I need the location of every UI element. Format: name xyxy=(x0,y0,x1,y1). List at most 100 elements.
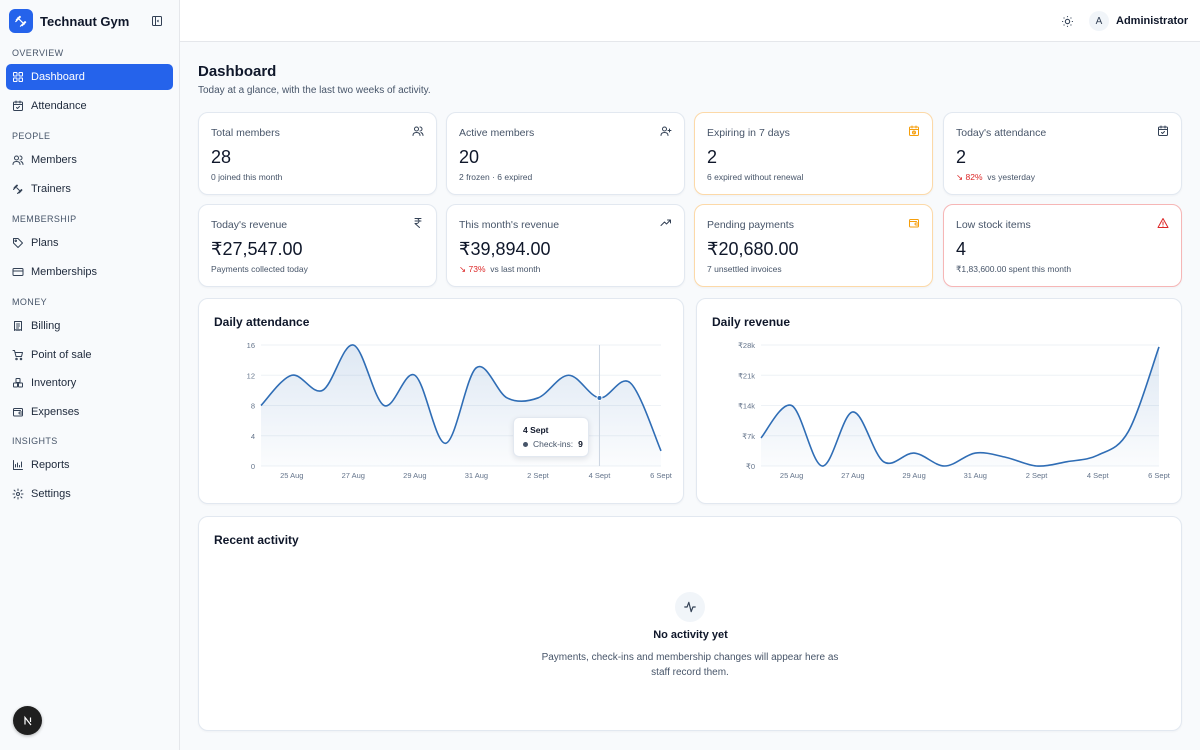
users-icon xyxy=(12,154,24,166)
sidebar-item-label: Trainers xyxy=(31,182,71,195)
stat-card-pending-payments[interactable]: Pending payments ₹20,680.00 7 unsettled in… xyxy=(694,204,933,287)
sidebar-item-attendance[interactable]: Attendance xyxy=(6,93,173,119)
stat-label: Pending payments xyxy=(707,219,794,231)
y-tick-label: 12 xyxy=(247,371,255,380)
brand[interactable]: Technaut Gym xyxy=(0,0,179,42)
sidebar-item-label: Expenses xyxy=(31,405,80,418)
sidebar-item-trainers[interactable]: Trainers xyxy=(6,176,173,202)
stat-subtext: vs last month xyxy=(490,264,541,274)
nav-section-title: OVERVIEW xyxy=(12,48,64,58)
hover-point xyxy=(596,394,603,401)
sidebar-toggle-icon[interactable] xyxy=(150,14,164,28)
sidebar-item-dashboard[interactable]: Dashboard xyxy=(6,64,173,90)
stat-value: 20 xyxy=(459,147,480,167)
dumbbell-logo-icon xyxy=(9,9,33,33)
stat-label: Active members xyxy=(459,127,535,139)
sidebar-item-expenses[interactable]: Expenses xyxy=(6,399,173,425)
nav-section-title: MEMBERSHIP xyxy=(12,214,77,224)
recent-activity-card: Recent activity No activity yet Payments… xyxy=(198,516,1182,731)
sun-icon[interactable] xyxy=(1059,13,1075,29)
stat-value: ₹20,680.00 xyxy=(707,239,799,259)
brand-name: Technaut Gym xyxy=(40,13,130,29)
x-tick-label: 6 Sept xyxy=(1148,471,1171,480)
sidebar-item-inventory[interactable]: Inventory xyxy=(6,370,173,396)
attendance-chart-card: Daily attendance 0 4 8 12 16 25 Aug 27 Aug 29 A… xyxy=(198,298,684,504)
y-tick-label: 16 xyxy=(247,341,255,350)
series-line xyxy=(260,344,662,452)
avatar[interactable]: A xyxy=(1089,11,1109,31)
stat-label: Today's attendance xyxy=(956,127,1047,139)
tooltip-label: Check-ins: xyxy=(533,439,574,449)
sidebar-item-label: Members xyxy=(31,154,77,166)
x-tick-label: 6 Sept xyxy=(650,471,673,480)
stat-label: Total members xyxy=(211,127,280,139)
tooltip-value: 9 xyxy=(578,439,583,449)
receipt-icon xyxy=(12,320,24,332)
boxes-icon xyxy=(12,377,24,389)
stat-card-today-s-attendance[interactable]: Today's attendance 2 ↘ 82% vs yesterday xyxy=(943,112,1182,195)
x-tick-label: 4 Sept xyxy=(589,471,612,480)
stat-card-today-s-revenue[interactable]: Today's revenue ₹27,547.00 Payments collec… xyxy=(198,204,437,287)
nav-section-title: INSIGHTS xyxy=(12,436,58,446)
attendance-chart[interactable]: 0 4 8 12 16 25 Aug 27 Aug 29 Aug 31 Aug 2 Sept 4 S… xyxy=(199,299,685,505)
calendar-check-icon xyxy=(1157,125,1169,137)
x-tick-label: 27 Aug xyxy=(841,471,864,480)
revenue-chart[interactable]: ₹0 ₹7k ₹14k ₹21k ₹28k 25 Aug 27 Aug 29 Aug 31 Au… xyxy=(697,299,1183,505)
sidebar-item-settings[interactable]: Settings xyxy=(6,481,173,507)
sidebar-item-members[interactable]: Members xyxy=(6,147,173,173)
stat-sub: ↘ 82% vs yesterday xyxy=(956,172,1035,183)
y-tick-label: ₹0 xyxy=(746,462,755,471)
stat-value: 28 xyxy=(211,147,232,167)
stat-card-this-month-s-revenue[interactable]: This month's revenue ₹39,894.00 ↘ 73% vs l… xyxy=(446,204,685,287)
stat-delta: 73% xyxy=(468,264,486,274)
bar-chart-icon xyxy=(12,459,24,471)
wallet-icon xyxy=(12,406,24,418)
section-title: Recent activity xyxy=(214,533,299,547)
stat-label: Low stock items xyxy=(956,219,1031,231)
page-title: Dashboard xyxy=(198,63,277,80)
stat-label: Today's revenue xyxy=(211,219,288,231)
stat-value: 2 xyxy=(956,147,967,167)
nav-section-title: MONEY xyxy=(12,297,48,307)
card-icon xyxy=(12,266,24,278)
stat-card-active-members[interactable]: Active members 20 2 frozen · 6 expired xyxy=(446,112,685,195)
calendar-check-icon xyxy=(12,100,24,112)
sidebar-item-label: Memberships xyxy=(31,265,98,278)
user-name[interactable]: Administrator xyxy=(1116,15,1189,27)
topbar: A Administrator xyxy=(180,0,1200,42)
x-tick-label: 2 Sept xyxy=(1026,471,1049,480)
sidebar-item-memberships[interactable]: Memberships xyxy=(6,259,173,285)
trending-up-icon xyxy=(660,217,672,229)
x-tick-label: 2 Sept xyxy=(527,471,550,480)
sidebar-item-billing[interactable]: Billing xyxy=(6,313,173,339)
sidebar-item-point-of-sale[interactable]: Point of sale xyxy=(6,342,173,368)
sidebar-item-label: Attendance xyxy=(31,99,87,112)
tooltip-row: Check-ins: 9 xyxy=(523,439,583,449)
stat-delta: 82% xyxy=(965,172,983,182)
stat-card-expiring-in-7-days[interactable]: Expiring in 7 days 2 6 expired without ren… xyxy=(694,112,933,195)
series-area xyxy=(761,346,1159,467)
stat-sub: ↘ 73% vs last month xyxy=(459,264,540,275)
stat-value: ₹39,894.00 xyxy=(459,239,551,259)
sidebar-item-reports[interactable]: Reports xyxy=(6,452,173,478)
rupee-icon xyxy=(412,217,424,229)
sidebar-item-label: Dashboard xyxy=(31,71,85,83)
delta-down-icon: ↘ xyxy=(459,264,469,274)
stat-value: 2 xyxy=(707,147,718,167)
sidebar-item-plans[interactable]: Plans xyxy=(6,230,173,256)
stat-subtext: 6 expired without renewal xyxy=(707,172,804,182)
stat-subtext: 2 frozen · 6 expired xyxy=(459,172,533,182)
stat-card-low-stock-items[interactable]: Low stock items 4 ₹1,83,600.00 spent this … xyxy=(943,204,1182,287)
sidebar-item-label: Point of sale xyxy=(31,348,92,361)
calendar-clock-icon xyxy=(908,125,920,137)
x-tick-label: 27 Aug xyxy=(342,471,365,480)
chart-tooltip: 4 Sept Check-ins: 9 xyxy=(513,417,589,457)
stat-subtext: 7 unsettled invoices xyxy=(707,264,782,274)
stat-card-total-members[interactable]: Total members 28 0 joined this month xyxy=(198,112,437,195)
delta-down-icon: ↘ xyxy=(956,172,966,182)
sidebar-item-label: Inventory xyxy=(31,377,77,389)
y-tick-label: ₹28k xyxy=(738,341,755,350)
x-tick-label: 29 Aug xyxy=(902,471,925,480)
tag-icon xyxy=(12,237,24,249)
next-logo-icon[interactable] xyxy=(13,706,42,735)
